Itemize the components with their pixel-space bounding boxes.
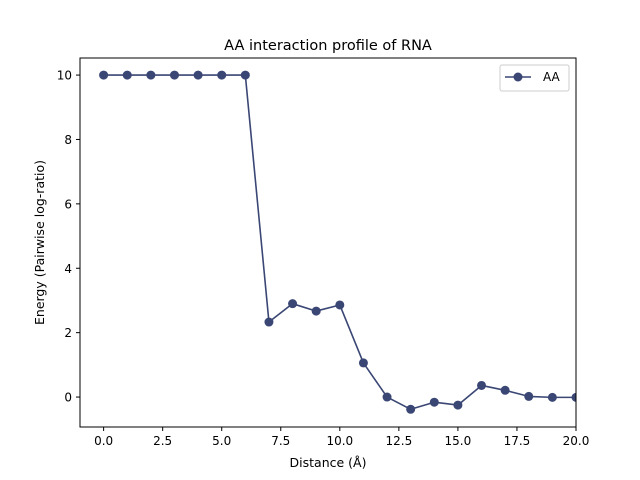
data-point: [382, 392, 392, 402]
data-point: [169, 70, 179, 80]
legend-label: AA: [543, 70, 561, 84]
legend-box: [499, 64, 570, 92]
data-point: [406, 404, 416, 414]
data-point: [217, 70, 227, 80]
x-tick-label: 17.5: [504, 434, 531, 448]
data-point: [453, 400, 463, 410]
data-point: [240, 70, 250, 80]
y-tick-label: 8: [64, 133, 72, 147]
data-point: [146, 70, 156, 80]
data-point: [547, 392, 557, 402]
data-point: [477, 380, 487, 390]
data-point: [264, 317, 274, 327]
data-point: [99, 70, 109, 80]
data-point: [311, 306, 321, 316]
x-tick-label: 0.0: [94, 434, 113, 448]
data-point: [335, 300, 345, 310]
y-tick-label: 2: [64, 326, 72, 340]
data-point: [524, 391, 534, 401]
x-tick-label: 2.5: [153, 434, 172, 448]
x-tick-label: 10.0: [326, 434, 353, 448]
data-point: [288, 299, 298, 309]
x-tick-label: 12.5: [385, 434, 412, 448]
legend: AA: [499, 64, 570, 92]
y-tick-label: 10: [57, 69, 72, 83]
data-point: [429, 397, 439, 407]
chart-title: AA interaction profile of RNA: [224, 38, 432, 54]
legend-marker: [513, 72, 523, 82]
ticks-layer: 0.0 2.5 5.0 7.5 10.0 12.5 15.0 17.5 20.0 0 2 4 6 8 10: [57, 69, 590, 448]
data-point: [193, 70, 203, 80]
series-layer: [99, 70, 576, 414]
y-tick-label: 0: [64, 391, 72, 405]
x-tick-label: 5.0: [212, 434, 231, 448]
y-axis-label: Energy (Pairwise log-ratio): [32, 160, 47, 325]
x-tick-label: 20.0: [563, 434, 590, 448]
data-point: [571, 392, 576, 402]
plot-frame: [79, 57, 577, 428]
data-point: [358, 358, 368, 368]
data-point: [500, 385, 510, 395]
x-tick-label: 7.5: [271, 434, 290, 448]
x-tick-label: 15.0: [445, 434, 472, 448]
y-tick-label: 4: [64, 262, 72, 276]
x-axis-label: Distance (Å): [290, 455, 367, 470]
y-tick-label: 6: [64, 197, 72, 211]
data-point: [122, 70, 132, 80]
